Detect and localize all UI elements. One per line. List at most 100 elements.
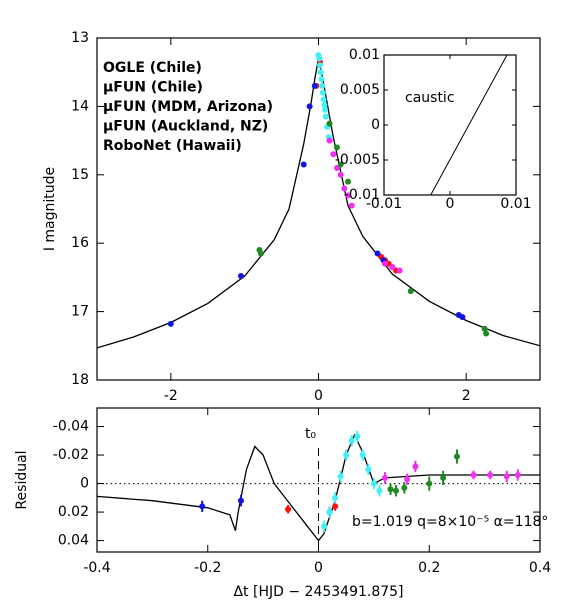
- y-tick-label: 18: [71, 372, 89, 388]
- data-point: [237, 497, 244, 504]
- inset-background: [372, 47, 518, 203]
- plot-area: [97, 430, 540, 552]
- data-point: [318, 76, 325, 83]
- data-point: [345, 178, 352, 185]
- data-point: [319, 89, 326, 96]
- x-tick-label: -2: [164, 388, 178, 404]
- data-point: [381, 474, 388, 481]
- data-point: [311, 82, 318, 89]
- data-point: [321, 102, 328, 109]
- y-axis-label: Residual: [14, 450, 30, 509]
- data-point: [487, 472, 494, 479]
- data-point: [376, 487, 383, 494]
- data-point: [365, 466, 372, 473]
- y-tick-label: 0.005: [340, 82, 380, 98]
- x-tick-label: 0: [314, 388, 323, 404]
- legend-entry: RoboNet (Hawaii): [103, 138, 242, 154]
- data-point: [381, 260, 388, 267]
- annotation: b=1.019 q=8×10⁻⁵ α=118°: [352, 514, 548, 530]
- y-tick-label: 15: [71, 167, 89, 183]
- data-point: [401, 484, 408, 491]
- data-point: [396, 267, 403, 274]
- data-point: [440, 474, 447, 481]
- data-point: [285, 506, 292, 513]
- data-point: [326, 137, 333, 144]
- y-tick-label: 0: [80, 476, 89, 492]
- plot-frame: [96, 407, 541, 553]
- x-tick-label: 0.2: [418, 560, 440, 576]
- data-point: [330, 151, 337, 158]
- data-point: [337, 473, 344, 480]
- data-point: [332, 494, 339, 501]
- data-point: [481, 325, 488, 332]
- data-point: [333, 144, 340, 151]
- data-point: [306, 103, 313, 110]
- data-point: [326, 120, 333, 127]
- data-point: [393, 487, 400, 494]
- legend-entry: OGLE (Chile): [103, 60, 202, 76]
- x-tick-label: 0: [446, 196, 455, 212]
- plot-area: [430, 55, 508, 195]
- y-tick-label: 13: [71, 30, 89, 46]
- data-point: [370, 480, 377, 487]
- y-tick-label: 17: [71, 304, 89, 320]
- data-point: [257, 250, 264, 257]
- data-point: [387, 486, 394, 493]
- legend-entry: μFUN (MDM, Arizona): [103, 99, 273, 115]
- data-point: [343, 452, 350, 459]
- annotation: t₀: [305, 426, 316, 442]
- data-point: [316, 55, 323, 62]
- data-point: [453, 453, 460, 460]
- y-tick-label: 0.02: [58, 504, 89, 520]
- x-tick-label: -0.4: [83, 560, 110, 576]
- data-point: [354, 433, 361, 440]
- data-point: [412, 463, 419, 470]
- legend-entry: μFUN (Auckland, NZ): [103, 119, 268, 135]
- data-point: [321, 523, 328, 530]
- y-tick-label: -0.02: [53, 447, 89, 463]
- x-tick-label: 0.4: [529, 560, 551, 576]
- data-point: [348, 437, 355, 444]
- y-axis-label: I magnitude: [42, 167, 58, 251]
- data-point: [320, 96, 327, 103]
- data-point: [359, 452, 366, 459]
- model-curve: [97, 433, 540, 542]
- x-tick-label: -0.01: [366, 196, 402, 212]
- x-tick-label: 0: [314, 560, 323, 576]
- data-point: [426, 480, 433, 487]
- data-point: [404, 476, 411, 483]
- data-point: [483, 330, 490, 337]
- data-point: [407, 288, 414, 295]
- data-point: [300, 161, 307, 168]
- data-point: [237, 273, 244, 280]
- y-tick-label: 0.01: [349, 47, 380, 63]
- data-point: [332, 503, 339, 510]
- data-point: [337, 171, 344, 178]
- data-point: [389, 264, 396, 271]
- data-point: [514, 472, 521, 479]
- data-point: [322, 113, 329, 120]
- x-tick-label: 0.01: [500, 196, 531, 212]
- data-point: [317, 69, 324, 76]
- data-point: [322, 106, 329, 113]
- x-axis-label: Δt [HJD − 2453491.875]: [233, 584, 403, 600]
- data-point: [345, 192, 352, 199]
- legend-entry: μFUN (Chile): [103, 80, 203, 96]
- data-point: [470, 472, 477, 479]
- y-tick-label: -0.04: [53, 419, 89, 435]
- x-tick-label: 2: [462, 388, 471, 404]
- data-point: [337, 161, 344, 168]
- y-tick-label: 14: [71, 98, 89, 114]
- y-tick-label: 0: [371, 117, 380, 133]
- data-point: [348, 202, 355, 209]
- data-point: [459, 314, 466, 321]
- plot-area: [97, 52, 540, 349]
- data-point: [199, 503, 206, 510]
- data-point: [319, 82, 326, 89]
- x-tick-label: -0.2: [194, 560, 221, 576]
- data-point: [167, 320, 174, 327]
- data-point: [316, 62, 323, 69]
- annotation: caustic: [405, 90, 455, 106]
- y-tick-label: -0.005: [335, 152, 380, 168]
